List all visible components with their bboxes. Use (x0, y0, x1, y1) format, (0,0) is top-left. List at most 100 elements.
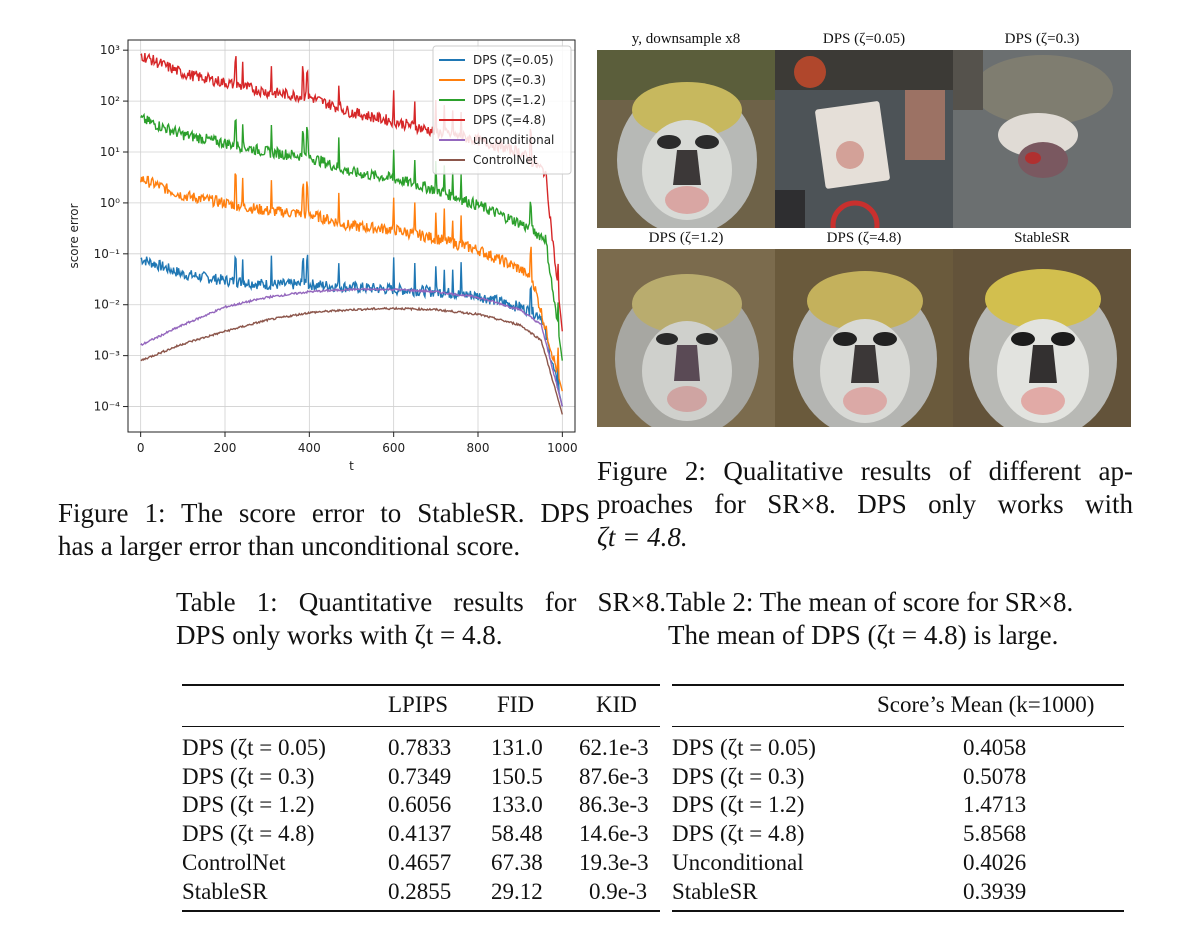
series-line (140, 306, 563, 415)
table2-cell: 0.4026 (963, 849, 1027, 875)
series-line (140, 254, 563, 407)
table1-cell: 131.0 (491, 735, 543, 760)
table1-cell: 0.2855 (388, 878, 452, 904)
table2-caption-line2: The mean of DPS (ζt = 4.8) is large. (668, 620, 1059, 650)
series-line (140, 287, 563, 407)
table1-cell: 67.38 (491, 849, 543, 875)
y-tick-label: 10⁻¹ (94, 247, 121, 261)
table2-row-label: DPS (ζt = 0.3) (672, 763, 805, 789)
table1-bottom-rule (182, 910, 660, 912)
table1-row-label: ControlNet (182, 849, 286, 875)
figure2-caption-line2: proaches for SR×8. DPS only works with (597, 489, 1133, 519)
figure2-caption: Figure 2: Qualitative results of differe… (597, 455, 1133, 554)
table1-header-fid: FID (497, 692, 535, 717)
table2-caption-line1: Table 2: The mean of score for SR×8. (666, 587, 1074, 617)
table1-caption: Table 1: Quantitative results for SR×8. … (176, 586, 666, 652)
plot-frame (127, 39, 576, 433)
figure2-caption-line3: ζt = 4.8. (597, 522, 688, 552)
table2-caption: Table 2: The mean of score for SR×8. The… (666, 586, 1136, 652)
table1-cell: 19.3e-3 (579, 849, 649, 875)
table1-caption-line1: Table 1: Quantitative results for SR×8. (176, 587, 666, 617)
table1-cell: 62.1e-3 (579, 735, 649, 760)
table1-header-kid: KID (596, 692, 637, 717)
table1-cell: 0.7833 (388, 735, 452, 760)
legend-label: DPS (ζ=0.3) (473, 73, 546, 87)
dps-48-image (775, 249, 953, 427)
table2-cell: 5.8568 (963, 821, 1027, 847)
panel-label: DPS (ζ=0.3) (1004, 31, 1080, 47)
figure1-caption: Figure 1: The score error to StableSR. D… (58, 497, 590, 563)
table2-row-label: DPS (ζt = 0.05) (672, 735, 816, 760)
table2-row-label: StableSR (672, 878, 758, 904)
table2-top-rule (672, 684, 1124, 686)
panel-label: DPS (ζ=0.05) (822, 31, 906, 47)
x-tick-label: 200 (214, 441, 237, 455)
series-line (140, 173, 563, 392)
table1-cell: 0.9e-3 (589, 878, 648, 904)
stablesr-image (953, 249, 1131, 427)
table1-caption-line2: DPS only works with ζt = 4.8. (176, 620, 503, 650)
x-axis-label: t (349, 459, 354, 470)
y-tick-label: 10² (100, 94, 120, 108)
table1-cell: 0.4657 (388, 849, 452, 875)
table2-bottom-rule (672, 910, 1124, 912)
table1-row-label: DPS (ζt = 0.3) (182, 763, 315, 789)
table1-cell: 58.48 (491, 821, 543, 847)
y-tick-label: 10¹ (100, 145, 120, 159)
x-tick-label: 400 (298, 441, 321, 455)
table2-cell: 0.5078 (963, 763, 1027, 789)
score-error-chart: 0 200 400 600 800 1000 10⁻⁴ 10⁻³ 10⁻² 10⁻¹ 10⁰ 10¹ 1… (67, 39, 578, 470)
figure1-caption-line1: Figure 1: The score error to StableSR. D… (58, 498, 590, 528)
table1-row-label: StableSR (182, 878, 268, 904)
table1-cell: 86.3e-3 (579, 792, 649, 818)
table1-cell: 0.4137 (388, 821, 452, 847)
panel-label: DPS (ζ=1.2) (648, 230, 724, 246)
legend-label: DPS (ζ=0.05) (473, 53, 554, 67)
panel-label: StableSR (1014, 230, 1070, 246)
table1-row-label: DPS (ζt = 1.2) (182, 792, 315, 818)
table1-row-label: DPS (ζt = 4.8) (182, 821, 315, 847)
table1-cell: 29.12 (491, 878, 543, 904)
y-tick-label: 10⁻³ (94, 349, 121, 363)
x-tick-label: 800 (467, 441, 490, 455)
table2-mid-rule (672, 726, 1124, 727)
table2-cell: 1.4713 (963, 792, 1027, 818)
y-tick-label: 10⁻² (94, 298, 121, 312)
table1-top-rule (182, 684, 660, 686)
table1-mid-rule (182, 726, 660, 727)
legend-label: ControlNet (473, 153, 538, 167)
table2-row-label: Unconditional (672, 849, 804, 875)
y-tick-label: 10³ (100, 43, 120, 57)
table1-cell: 87.6e-3 (579, 763, 649, 789)
table1-cell: 150.5 (491, 763, 543, 789)
table2-row-label: DPS (ζt = 4.8) (672, 821, 805, 847)
dps-005-image (775, 50, 953, 228)
table1-cell: 0.7349 (388, 763, 452, 789)
panel-label: y, downsample x8 (631, 31, 741, 47)
table1-cell: 0.6056 (388, 792, 452, 818)
table1-cell: 133.0 (491, 792, 543, 818)
y-axis-label: score error (67, 203, 81, 268)
legend-label: unconditional (473, 133, 554, 147)
table1-cell: 14.6e-3 (579, 821, 649, 847)
panel-label: DPS (ζ=4.8) (826, 230, 902, 246)
table2-header: Score’s Mean (k=1000) (877, 692, 1095, 717)
x-tick-label: 0 (137, 441, 145, 455)
dps-03-image (953, 50, 1131, 228)
y-tick-label: 10⁰ (100, 196, 120, 210)
table1-header-lpips: LPIPS (388, 692, 449, 717)
legend-label: DPS (ζ=1.2) (473, 93, 546, 107)
legend-box (432, 45, 572, 175)
table2-cell: 0.4058 (963, 735, 1027, 760)
series-line (140, 112, 563, 361)
x-tick-label: 1000 (547, 441, 578, 455)
legend-label: DPS (ζ=4.8) (473, 113, 546, 127)
table2-row-label: DPS (ζt = 1.2) (672, 792, 805, 818)
figure2-caption-line1: Figure 2: Qualitative results of differe… (597, 456, 1133, 486)
table2-cell: 0.3939 (963, 878, 1027, 904)
table1-row-label: DPS (ζt = 0.05) (182, 735, 326, 760)
figure1-caption-line2: has a larger error than unconditional sc… (58, 531, 521, 561)
dps-12-image (597, 249, 775, 427)
x-tick-label: 600 (382, 441, 405, 455)
y-tick-label: 10⁻⁴ (94, 400, 121, 414)
